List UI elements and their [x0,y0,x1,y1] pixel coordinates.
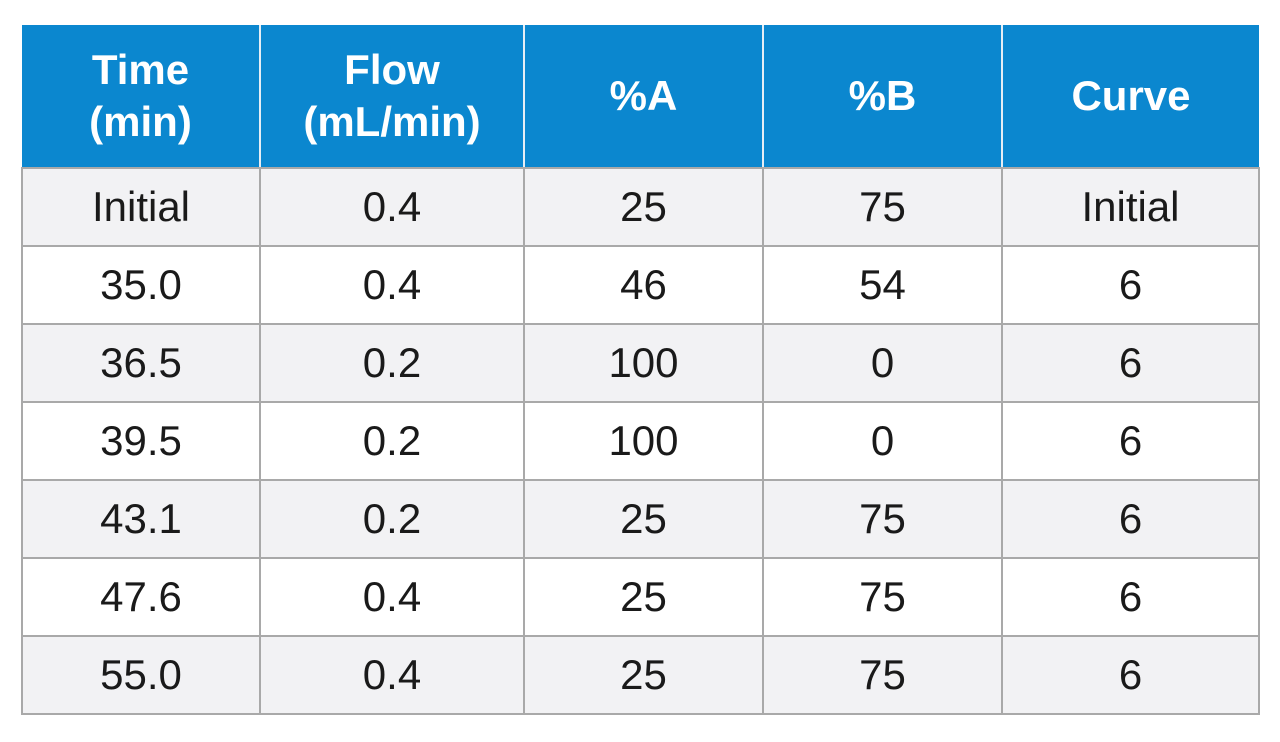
header-row: Time (min) Flow (mL/min) %A %B Curve [22,25,1259,169]
cell-percent-a: 46 [523,245,764,325]
cell-time: 35.0 [21,245,261,325]
cell-time: 39.5 [21,401,261,481]
cell-curve: 6 [1001,557,1260,637]
header-percent-a: %A [524,25,764,169]
cell-curve: 6 [1001,245,1260,325]
cell-flow: 0.2 [259,479,525,559]
cell-curve: 6 [1001,323,1260,403]
table-body: Initial 0.4 25 75 Initial 35.0 0.4 46 54 6 36.5 0.2… [21,167,1260,715]
cell-percent-a: 25 [523,167,764,247]
header-curve-label: Curve [1071,72,1191,119]
cell-flow: 0.2 [259,401,525,481]
cell-time: 36.5 [21,323,261,403]
header-time-line1: Time [91,46,190,93]
cell-curve: 6 [1001,635,1260,715]
table-row: 36.5 0.2 100 0 6 [21,323,1260,403]
header-curve: Curve [1002,25,1259,169]
cell-percent-b: 75 [762,557,1003,637]
cell-percent-a: 100 [523,323,764,403]
cell-percent-b: 75 [762,479,1003,559]
cell-curve: 6 [1001,479,1260,559]
header-percent-b: %B [763,25,1003,169]
header-flow: Flow (mL/min) [260,25,525,169]
cell-percent-a: 100 [523,401,764,481]
table-row: 39.5 0.2 100 0 6 [21,401,1260,481]
cell-percent-a: 25 [523,479,764,559]
cell-curve: 6 [1001,401,1260,481]
header-time-line2: (min) [89,98,192,145]
cell-time: Initial [21,167,261,247]
cell-time: 55.0 [21,635,261,715]
cell-flow: 0.4 [259,167,525,247]
header-percent-a-label: %A [609,72,678,119]
cell-percent-b: 0 [762,323,1003,403]
cell-percent-a: 25 [523,635,764,715]
cell-percent-a: 25 [523,557,764,637]
cell-flow: 0.4 [259,557,525,637]
table-row: 47.6 0.4 25 75 6 [21,557,1260,637]
gradient-table: Time (min) Flow (mL/min) %A %B Curve Ini… [21,25,1260,715]
cell-percent-b: 75 [762,635,1003,715]
table-row: 55.0 0.4 25 75 6 [21,635,1260,715]
cell-time: 43.1 [21,479,261,559]
table-row: 35.0 0.4 46 54 6 [21,245,1260,325]
cell-percent-b: 0 [762,401,1003,481]
table-row: 43.1 0.2 25 75 6 [21,479,1260,559]
cell-flow: 0.4 [259,635,525,715]
cell-percent-b: 75 [762,167,1003,247]
header-flow-line1: Flow [344,46,440,93]
cell-percent-b: 54 [762,245,1003,325]
cell-curve: Initial [1001,167,1260,247]
cell-flow: 0.4 [259,245,525,325]
header-percent-b-label: %B [848,72,917,119]
header-time: Time (min) [22,25,261,169]
cell-flow: 0.2 [259,323,525,403]
header-flow-line2: (mL/min) [303,98,481,145]
table-row: Initial 0.4 25 75 Initial [21,167,1260,247]
cell-time: 47.6 [21,557,261,637]
gradient-table-container: Time (min) Flow (mL/min) %A %B Curve Ini… [21,25,1260,715]
